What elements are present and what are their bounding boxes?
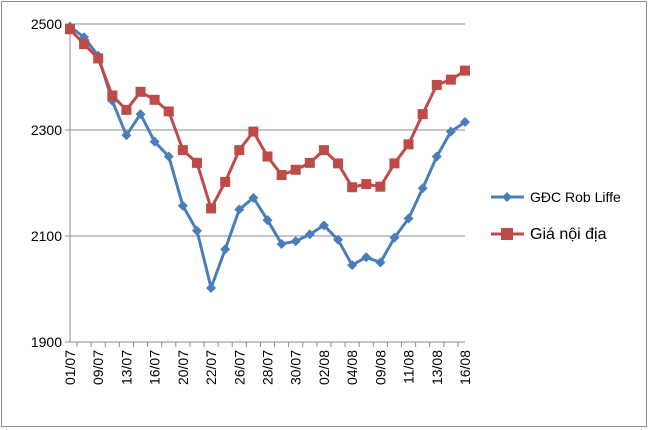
x-tick-label: 16/07 <box>147 350 163 385</box>
data-point-series-2 <box>460 65 470 76</box>
data-point-series-1 <box>445 126 456 137</box>
data-point-series-2 <box>220 176 231 187</box>
data-point-series-2 <box>304 157 315 168</box>
data-point-series-1 <box>431 151 442 162</box>
data-point-series-1 <box>276 238 287 249</box>
data-point-series-2 <box>121 104 132 115</box>
data-point-series-1 <box>163 151 174 162</box>
legend-marker <box>502 192 512 202</box>
data-point-series-2 <box>290 164 301 175</box>
data-point-series-1 <box>220 244 231 255</box>
legend-item-2: Giá nội địa <box>491 226 607 243</box>
y-tick-label: 2300 <box>31 122 62 138</box>
data-point-series-1 <box>248 192 259 203</box>
x-tick-label: 02/08 <box>316 350 332 385</box>
data-point-series-1 <box>262 215 273 226</box>
data-point-series-1 <box>135 109 146 120</box>
series-layer <box>65 21 470 293</box>
data-point-series-2 <box>262 151 273 162</box>
data-point-series-2 <box>65 24 75 35</box>
data-point-series-2 <box>276 170 287 181</box>
data-point-series-1 <box>403 213 414 224</box>
data-point-series-2 <box>403 139 414 150</box>
data-point-series-1 <box>375 257 386 268</box>
x-tick-label: 30/07 <box>288 350 304 385</box>
y-axis: 1900 2100 2300 2500 <box>31 16 71 350</box>
x-tick-label: 26/07 <box>231 350 247 385</box>
data-point-series-2 <box>135 86 146 97</box>
data-point-series-2 <box>149 94 160 105</box>
gridlines <box>70 23 465 237</box>
x-tick-label: 11/08 <box>401 350 417 384</box>
x-tick-label: 13/08 <box>429 350 445 385</box>
data-point-series-2 <box>206 203 217 214</box>
data-point-series-1 <box>318 220 329 231</box>
data-point-series-2 <box>163 106 174 117</box>
data-point-series-1 <box>234 204 245 215</box>
data-point-series-2 <box>389 158 400 169</box>
data-point-series-2 <box>191 157 202 168</box>
x-tick-label: 13/07 <box>118 350 134 385</box>
y-tick-label: 1900 <box>31 334 62 350</box>
x-tick-label: 04/08 <box>344 350 360 385</box>
data-point-series-2 <box>234 145 245 156</box>
data-point-series-2 <box>177 145 188 156</box>
data-point-series-1 <box>206 282 217 293</box>
x-tick-label: 20/07 <box>175 350 191 385</box>
x-tick-label: 28/07 <box>260 350 276 385</box>
series-line-2 <box>68 28 466 210</box>
x-axis: 01/07 09/07 13/07 16/07 20/07 22/07 26/07 28/07… <box>62 341 473 385</box>
data-point-series-2 <box>361 179 372 190</box>
x-tick-label: 01/07 <box>62 350 78 385</box>
data-point-series-1 <box>460 117 470 128</box>
x-tick-label: 09/08 <box>372 350 388 385</box>
data-point-series-2 <box>248 126 259 137</box>
data-point-series-2 <box>431 79 442 90</box>
data-point-series-1 <box>347 260 358 271</box>
y-tick-label: 2100 <box>31 228 62 244</box>
legend-item-1: GĐC Rob Liffe <box>491 189 621 205</box>
legend-marker <box>501 228 513 240</box>
data-point-series-2 <box>333 158 344 169</box>
data-point-series-2 <box>79 39 90 50</box>
legend-label: Giá nội địa <box>530 226 607 243</box>
x-tick-label: 09/07 <box>90 350 106 385</box>
data-point-series-1 <box>177 200 188 211</box>
data-point-series-1 <box>304 229 315 240</box>
data-point-series-1 <box>290 236 301 247</box>
data-point-series-1 <box>361 252 372 263</box>
data-point-series-2 <box>375 181 386 192</box>
data-point-series-2 <box>417 109 428 120</box>
data-point-series-2 <box>107 90 118 101</box>
data-point-series-1 <box>389 232 400 243</box>
data-point-series-2 <box>318 145 329 156</box>
data-point-series-2 <box>347 182 358 193</box>
data-point-series-1 <box>333 234 344 245</box>
data-point-series-1 <box>149 136 160 147</box>
y-tick-label: 2500 <box>31 16 62 32</box>
legend: GĐC Rob Liffe Giá nội địa <box>491 189 621 243</box>
data-point-series-1 <box>191 225 202 236</box>
data-point-series-2 <box>445 74 456 85</box>
data-point-series-1 <box>417 183 428 194</box>
x-tick-label: 22/07 <box>203 350 219 385</box>
legend-label: GĐC Rob Liffe <box>530 189 621 205</box>
data-point-series-2 <box>93 53 104 64</box>
data-point-series-1 <box>121 130 132 141</box>
x-tick-label: 16/08 <box>457 350 473 385</box>
